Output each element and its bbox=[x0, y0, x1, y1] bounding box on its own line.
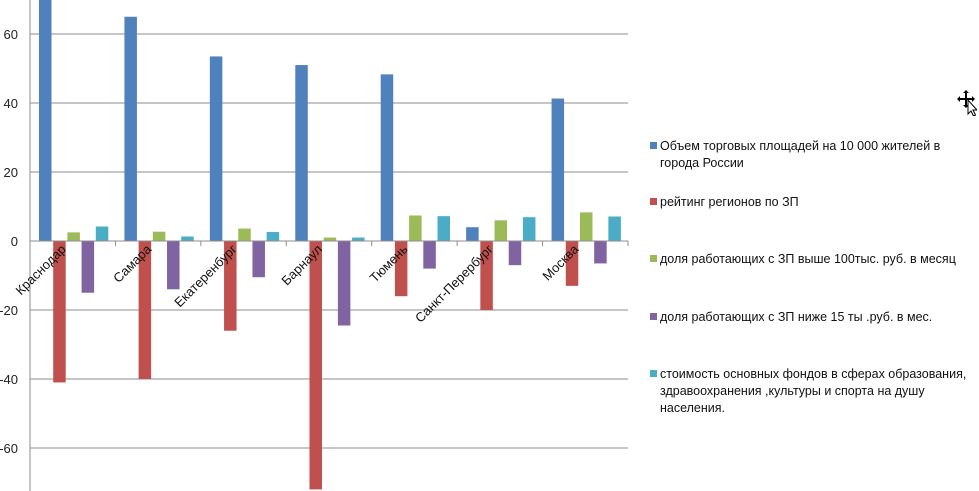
bar bbox=[181, 236, 194, 241]
bar bbox=[579, 212, 593, 241]
bar bbox=[124, 16, 137, 241]
legend-label: доля работающих с ЗП ниже 15 ты .руб. в … bbox=[660, 310, 932, 324]
legend-swatch bbox=[650, 198, 657, 205]
bar bbox=[39, 0, 52, 241]
bar bbox=[394, 241, 408, 297]
bar bbox=[224, 241, 237, 331]
bar bbox=[53, 241, 66, 383]
legend-label: Объем торговых площадей на 10 000 жителе… bbox=[660, 139, 941, 153]
bar bbox=[508, 241, 522, 266]
move-cursor-icon bbox=[957, 90, 977, 116]
bar bbox=[594, 241, 607, 264]
bar bbox=[423, 241, 436, 269]
bar bbox=[323, 237, 337, 241]
y-tick-label: 20 bbox=[4, 165, 18, 180]
bar bbox=[337, 241, 351, 326]
legend-label: города России bbox=[660, 156, 744, 170]
bar bbox=[409, 215, 422, 241]
bar bbox=[167, 241, 180, 290]
bar bbox=[522, 217, 536, 241]
y-tick-label: -40 bbox=[0, 372, 18, 387]
bar bbox=[551, 98, 565, 241]
legend-label: рейтинг регионов по ЗП bbox=[660, 195, 799, 209]
legend-label: стоимость основных фондов в сферах образ… bbox=[660, 367, 966, 381]
bar bbox=[209, 56, 223, 241]
bar bbox=[252, 241, 265, 278]
bar bbox=[565, 241, 579, 286]
bar bbox=[466, 227, 479, 241]
y-tick-label: -60 bbox=[0, 441, 18, 456]
bar bbox=[352, 237, 365, 241]
y-axis: 60 40 20 0 -20 -40 -60 bbox=[0, 0, 31, 491]
bar bbox=[380, 74, 394, 242]
bar bbox=[437, 216, 451, 241]
bar bbox=[67, 232, 80, 241]
bar bbox=[95, 226, 109, 241]
legend: Объем торговых площадей на 10 000 жителе… bbox=[650, 139, 966, 415]
y-tick-label: 60 bbox=[4, 27, 18, 42]
legend-swatch bbox=[650, 313, 657, 320]
bar bbox=[152, 231, 166, 241]
legend-swatch bbox=[650, 370, 657, 377]
legend-label: здравоохранения ,культуры и спорта на ду… bbox=[660, 384, 925, 398]
legend-label: населения. bbox=[660, 401, 725, 415]
bar bbox=[295, 65, 308, 241]
legend-swatch bbox=[650, 142, 657, 149]
bar bbox=[480, 241, 493, 310]
bar bbox=[309, 241, 322, 490]
legend-label: доля работающих с ЗП выше 100тыс. руб. в… bbox=[660, 252, 956, 266]
y-tick-label: 40 bbox=[4, 96, 18, 111]
bar bbox=[81, 241, 95, 293]
bar bbox=[138, 241, 152, 379]
legend-swatch bbox=[650, 255, 657, 262]
bar bbox=[608, 216, 621, 241]
bar bbox=[238, 228, 251, 241]
y-tick-label: -20 bbox=[0, 303, 18, 318]
bar bbox=[266, 232, 280, 241]
bars bbox=[39, 0, 621, 490]
y-tick-label: 0 bbox=[11, 234, 18, 249]
bar bbox=[494, 220, 508, 241]
